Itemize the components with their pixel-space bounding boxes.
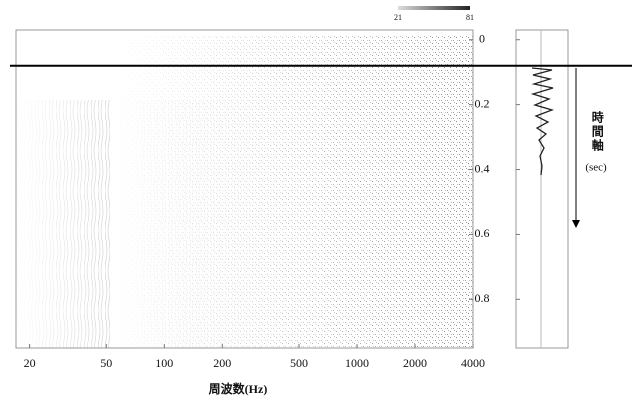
waveform: [530, 67, 555, 176]
time-arrow-head: [572, 220, 580, 228]
y-tick-label: 0.2: [475, 96, 490, 110]
y-tick-label: 0.6: [475, 226, 490, 240]
waveform-frame: [515, 29, 569, 349]
x-tick-label: 2000: [403, 356, 427, 370]
colorbar-label: 81: [466, 13, 474, 22]
x-tick-label: 50: [100, 356, 112, 370]
time-axis-unit: (sec): [585, 162, 607, 174]
plot-frame: [15, 29, 474, 349]
y-tick-label: 0: [479, 31, 485, 45]
x-axis-title: 周波数(Hz): [209, 381, 268, 396]
spectrogram-texture: [16, 35, 473, 348]
y-tick-label: 0.8: [475, 291, 490, 305]
colorbar: [398, 6, 470, 10]
y-tick-label: 0.4: [475, 161, 490, 175]
x-tick-label: 100: [155, 356, 173, 370]
x-tick-label: 4000: [461, 356, 485, 370]
x-tick-label: 20: [24, 356, 36, 370]
time-axis-label: 時間軸: [590, 110, 604, 153]
colorbar-label: 21: [394, 13, 402, 22]
x-tick-label: 500: [290, 356, 308, 370]
x-tick-label: 1000: [345, 356, 369, 370]
x-tick-label: 200: [213, 356, 231, 370]
